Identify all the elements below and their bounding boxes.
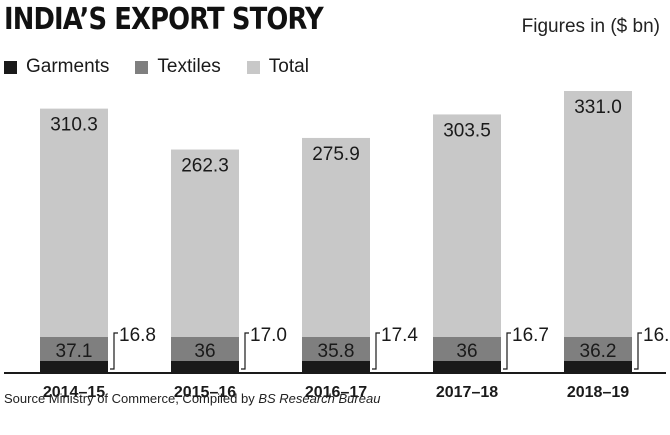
- x-tick-label: 2017–18: [436, 384, 498, 401]
- bar-textiles: [564, 337, 632, 361]
- bar-garments: [302, 361, 370, 373]
- bar-textiles: [433, 337, 501, 361]
- x-tick-label: 2015–16: [174, 384, 236, 401]
- bar-total: [171, 149, 239, 373]
- bar-total: [564, 91, 632, 373]
- data-label-garments: 17.0: [250, 325, 287, 346]
- data-label-total: 331.0: [574, 97, 622, 118]
- legend-item-total: Total: [246, 56, 309, 78]
- data-label-garments: 17.4: [381, 325, 418, 346]
- source-note: Source Ministry of Commerce, Compiled by…: [4, 391, 380, 406]
- garments-callout-line: [634, 332, 642, 370]
- bar-total: [40, 108, 108, 373]
- legend-item-textiles: Textiles: [135, 56, 221, 78]
- garments-callout-line: [503, 332, 511, 370]
- x-tick-label: 2014–15: [43, 384, 105, 401]
- bar-garments: [171, 361, 239, 373]
- bar-textiles: [40, 337, 108, 361]
- garments-callout-line: [372, 332, 380, 370]
- data-label-textiles: 37.1: [56, 341, 93, 362]
- garments-callout-line: [110, 332, 118, 370]
- data-label-total: 262.3: [181, 156, 229, 177]
- source-text: Source Ministry of Commerce, Compiled by: [4, 391, 259, 406]
- legend: Garments Textiles Total: [4, 53, 335, 81]
- bar-textiles: [302, 337, 370, 361]
- bar-total: [433, 114, 501, 373]
- units-label: Figures in ($ bn): [521, 16, 660, 37]
- legend-swatch-textiles: [135, 60, 149, 74]
- bar-garments: [564, 361, 632, 373]
- data-label-textiles: 36: [194, 341, 215, 362]
- data-label-total: 310.3: [50, 115, 98, 136]
- garments-callout-line: [241, 332, 249, 370]
- data-label-garments: 16.8: [119, 325, 156, 346]
- legend-swatch-garments: [4, 60, 17, 74]
- bar-garments: [40, 361, 108, 373]
- legend-label-textiles: Textiles: [157, 56, 221, 77]
- data-label-textiles: 36.2: [580, 341, 617, 362]
- data-label-textiles: 36: [456, 341, 477, 362]
- chart-title: INDIA’S EXPORT STORY: [4, 2, 324, 37]
- data-label-total: 275.9: [312, 144, 360, 165]
- data-label-textiles: 35.8: [318, 341, 355, 362]
- data-label-garments: 16.1: [643, 325, 670, 346]
- x-tick-label: 2016–17: [305, 384, 367, 401]
- legend-label-garments: Garments: [26, 56, 110, 77]
- data-label-total: 303.5: [443, 120, 491, 141]
- source-credit: BS Research Bureau: [258, 391, 381, 406]
- legend-item-garments: Garments: [4, 56, 109, 78]
- legend-label-total: Total: [268, 56, 309, 77]
- data-label-garments: 16.7: [512, 325, 549, 346]
- x-tick-label: 2018–19: [567, 384, 629, 401]
- bar-textiles: [171, 337, 239, 361]
- bar-total: [302, 137, 370, 373]
- legend-swatch-total: [246, 60, 260, 74]
- bar-garments: [433, 361, 501, 373]
